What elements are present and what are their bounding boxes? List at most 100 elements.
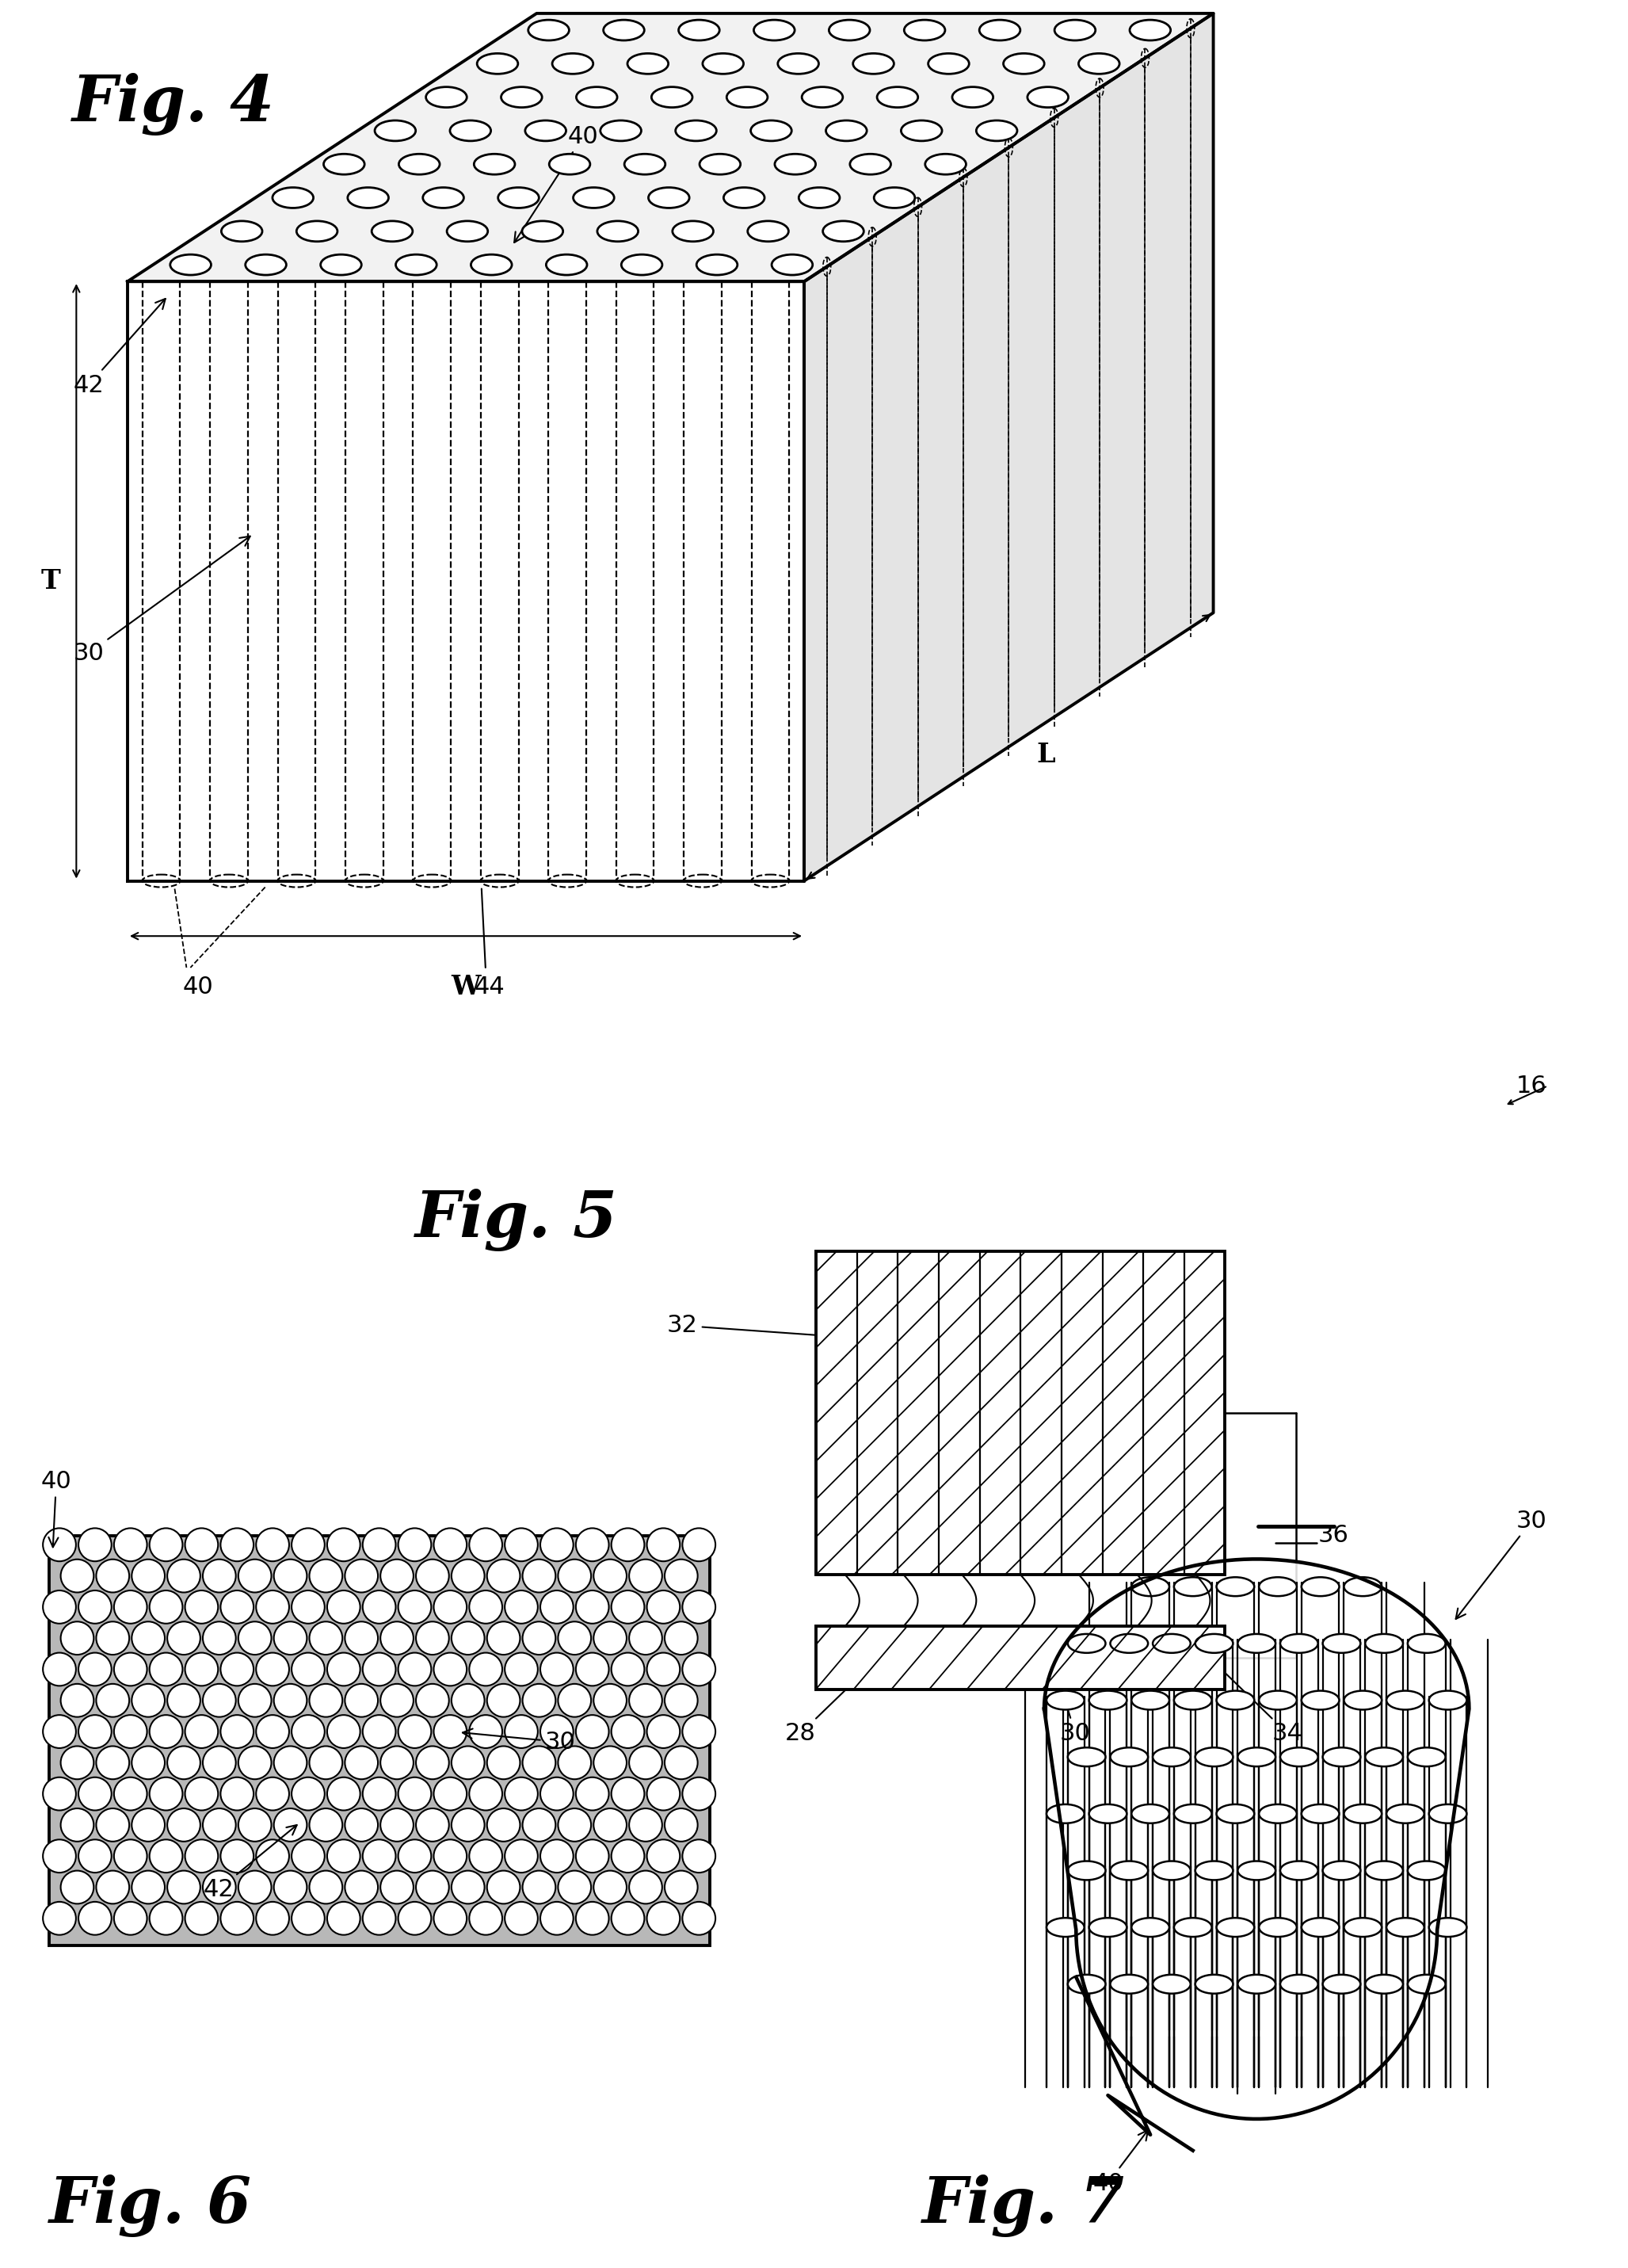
Ellipse shape [1387, 1690, 1424, 1710]
Ellipse shape [1301, 1919, 1340, 1937]
Circle shape [558, 1622, 591, 1656]
Circle shape [399, 1590, 431, 1624]
Ellipse shape [1366, 1749, 1403, 1767]
Circle shape [132, 1683, 164, 1717]
Ellipse shape [622, 254, 663, 274]
Circle shape [256, 1839, 290, 1873]
Circle shape [363, 1903, 396, 1935]
Ellipse shape [651, 86, 692, 107]
Circle shape [327, 1715, 360, 1749]
Ellipse shape [1301, 1690, 1340, 1710]
Circle shape [96, 1746, 129, 1778]
Circle shape [42, 1529, 77, 1560]
Circle shape [309, 1560, 342, 1592]
Ellipse shape [703, 54, 744, 75]
Ellipse shape [1079, 54, 1120, 75]
Circle shape [558, 1683, 591, 1717]
Ellipse shape [1195, 1975, 1232, 1994]
Circle shape [42, 1839, 77, 1873]
Ellipse shape [1280, 1633, 1319, 1653]
Text: 30: 30 [462, 1728, 575, 1753]
Circle shape [150, 1715, 182, 1749]
Circle shape [646, 1778, 681, 1810]
Circle shape [132, 1746, 164, 1778]
Ellipse shape [1258, 1919, 1298, 1937]
Ellipse shape [348, 188, 389, 209]
Circle shape [363, 1839, 396, 1873]
Text: Fig. 6: Fig. 6 [49, 2175, 252, 2236]
Ellipse shape [1258, 1576, 1298, 1597]
Ellipse shape [1322, 1749, 1361, 1767]
Circle shape [646, 1715, 681, 1749]
Ellipse shape [1237, 1749, 1275, 1767]
Ellipse shape [825, 120, 866, 141]
Circle shape [628, 1560, 663, 1592]
Circle shape [682, 1903, 715, 1935]
Circle shape [274, 1746, 308, 1778]
Circle shape [60, 1808, 94, 1842]
Circle shape [256, 1778, 290, 1810]
Circle shape [204, 1746, 236, 1778]
Ellipse shape [1408, 1862, 1446, 1880]
Circle shape [540, 1529, 573, 1560]
Circle shape [274, 1560, 308, 1592]
Ellipse shape [1153, 1975, 1190, 1994]
Circle shape [682, 1590, 715, 1624]
Ellipse shape [1174, 1919, 1211, 1937]
Polygon shape [127, 14, 1213, 281]
Ellipse shape [1110, 1862, 1148, 1880]
Circle shape [238, 1622, 272, 1656]
Circle shape [309, 1808, 342, 1842]
Text: T: T [41, 567, 60, 594]
Circle shape [469, 1715, 503, 1749]
Circle shape [451, 1560, 485, 1592]
Circle shape [60, 1871, 94, 1903]
Circle shape [381, 1871, 414, 1903]
Circle shape [114, 1715, 147, 1749]
Circle shape [78, 1778, 111, 1810]
Circle shape [664, 1871, 698, 1903]
Ellipse shape [1345, 1690, 1382, 1710]
Ellipse shape [1280, 1862, 1319, 1880]
Ellipse shape [980, 20, 1021, 41]
Circle shape [132, 1808, 164, 1842]
Circle shape [469, 1529, 503, 1560]
Circle shape [291, 1839, 324, 1873]
Ellipse shape [625, 154, 666, 175]
Circle shape [399, 1715, 431, 1749]
Circle shape [345, 1808, 378, 1842]
Ellipse shape [1301, 1576, 1340, 1597]
Circle shape [78, 1715, 111, 1749]
Circle shape [150, 1529, 182, 1560]
Circle shape [238, 1746, 272, 1778]
Circle shape [469, 1653, 503, 1685]
Circle shape [238, 1683, 272, 1717]
Circle shape [612, 1903, 645, 1935]
Ellipse shape [679, 20, 720, 41]
Ellipse shape [396, 254, 436, 274]
Circle shape [327, 1590, 360, 1624]
Circle shape [96, 1808, 129, 1842]
Circle shape [168, 1871, 200, 1903]
Circle shape [220, 1590, 254, 1624]
Polygon shape [804, 14, 1213, 880]
Circle shape [399, 1778, 431, 1810]
Circle shape [78, 1529, 111, 1560]
Circle shape [327, 1529, 360, 1560]
Circle shape [523, 1560, 555, 1592]
Ellipse shape [1387, 1805, 1424, 1823]
Ellipse shape [672, 220, 713, 240]
Circle shape [612, 1778, 645, 1810]
Circle shape [646, 1529, 681, 1560]
Circle shape [204, 1683, 236, 1717]
Circle shape [78, 1839, 111, 1873]
Ellipse shape [1003, 54, 1044, 75]
Circle shape [291, 1778, 324, 1810]
Ellipse shape [747, 220, 788, 240]
Circle shape [132, 1622, 164, 1656]
Ellipse shape [1429, 1690, 1467, 1710]
Ellipse shape [221, 220, 262, 240]
Text: 34: 34 [1213, 1660, 1302, 1744]
Text: 40: 40 [41, 1470, 72, 1547]
Text: 42: 42 [73, 299, 166, 397]
